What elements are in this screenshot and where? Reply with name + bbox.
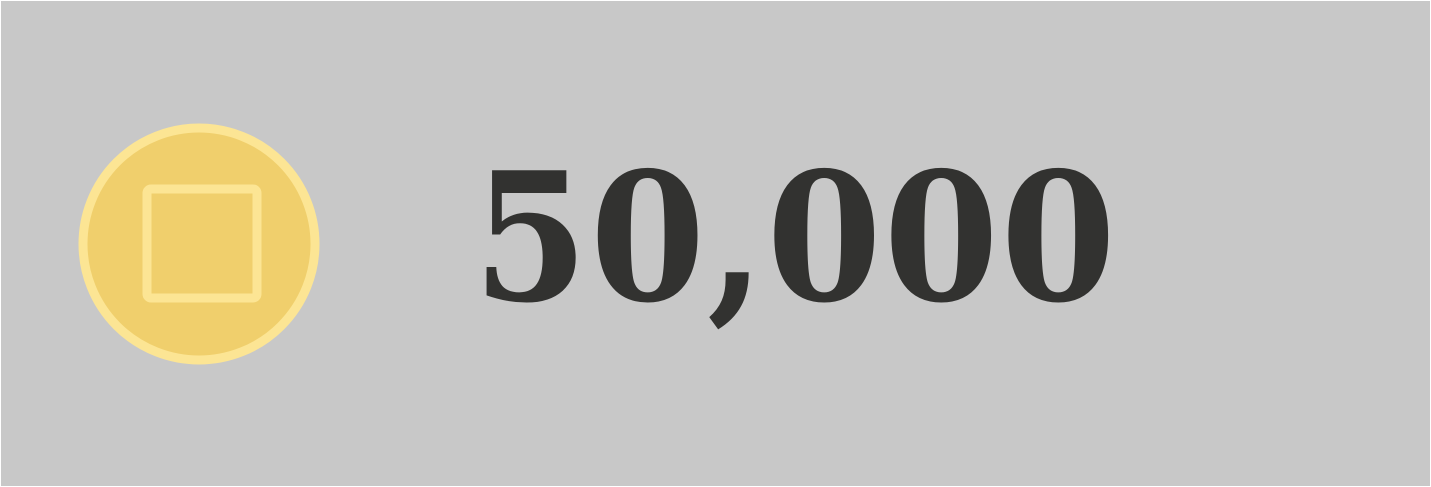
balance-amount: 50,000 — [473, 133, 1118, 342]
coin-icon — [78, 123, 320, 365]
